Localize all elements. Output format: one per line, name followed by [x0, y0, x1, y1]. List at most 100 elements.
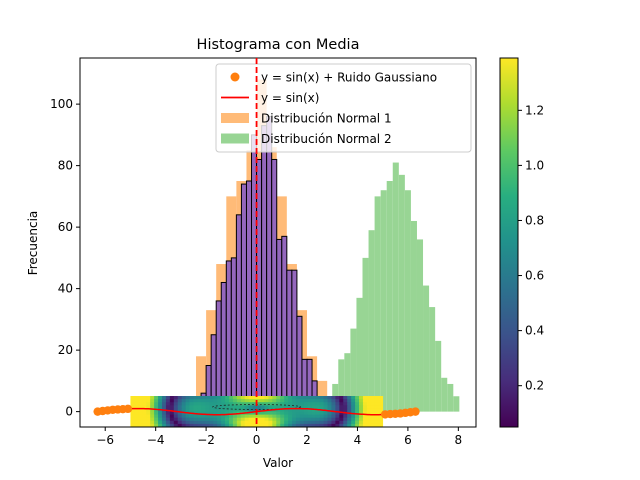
heatmap-cell: [359, 423, 364, 427]
heatmap-cell: [217, 405, 222, 409]
histogram-bar: [266, 115, 273, 413]
heatmap-cell: [303, 411, 309, 415]
heatmap-cell: [323, 417, 328, 422]
legend: y = sin(x) + Ruido Gaussiano y = sin(x) Di…: [215, 63, 472, 153]
heatmap-cell: [347, 417, 352, 422]
heatmap-cell: [248, 414, 254, 419]
heatmap-cell: [311, 408, 317, 412]
heatmap-cell: [154, 414, 159, 419]
heatmap-cell: [228, 414, 234, 419]
heatmap-cell: [134, 420, 139, 425]
heatmap-cell: [217, 420, 222, 425]
heatmap-cell: [339, 420, 344, 425]
y-axis: 0 20 40 60 80 100: [50, 97, 80, 419]
heatmap-cell: [335, 405, 340, 409]
heatmap-cell: [193, 423, 198, 427]
heatmap-cell: [355, 423, 360, 427]
heatmap-cell: [201, 417, 206, 422]
heatmap-cell: [213, 402, 218, 406]
heatmap-cell: [150, 408, 155, 412]
distribuci-n-normal-2-bar: [362, 257, 369, 412]
heatmap-cell: [158, 402, 163, 406]
heatmap-cell: [268, 402, 273, 406]
heatmap-cell: [169, 411, 175, 415]
y-tick-label: 40: [58, 282, 73, 296]
heatmap-cell: [201, 396, 206, 400]
heatmap-cell: [240, 402, 246, 406]
heatmap-cell: [288, 408, 293, 412]
distribuci-n-normal-2-bar: [447, 383, 454, 412]
heatmap-cell: [280, 399, 285, 403]
legend-label-y-sin-x: y = sin(x): [261, 91, 319, 105]
heatmap-cell: [351, 414, 356, 419]
heatmap-cell: [236, 402, 242, 406]
heatmap-cell: [355, 417, 360, 422]
heatmap-cell: [240, 414, 246, 419]
heatmap-cell: [343, 414, 348, 419]
heatmap-cell: [201, 411, 206, 415]
heatmap-cell: [347, 423, 352, 427]
heatmap-cell: [264, 396, 269, 400]
heatmap-cell: [209, 417, 214, 422]
heatmap-cell: [165, 417, 171, 422]
heatmap-cell: [351, 399, 356, 403]
heatmap-cell: [331, 420, 336, 425]
heatmap-cell: [221, 423, 226, 427]
heatmap-cell: [272, 423, 277, 427]
heatmap-cell: [217, 408, 222, 412]
heatmap-cell: [295, 417, 301, 422]
heatmap-cell: [327, 399, 332, 403]
heatmap-cell: [173, 399, 179, 403]
heatmap-cell: [280, 402, 285, 406]
legend-box: [215, 63, 472, 153]
heatmap-cell: [256, 411, 261, 415]
x-tick-label: −2: [197, 433, 215, 447]
heatmap-cell: [272, 417, 277, 422]
heatmap-cell: [221, 414, 226, 419]
heatmap-cell: [232, 402, 238, 406]
heatmap-cell: [311, 423, 317, 427]
heatmap-cell: [189, 402, 194, 406]
heatmap-cell: [378, 408, 384, 412]
heatmap-cell: [268, 396, 273, 400]
heatmap-cell: [181, 414, 187, 419]
heatmap-cell: [378, 405, 384, 409]
heatmap-cell: [260, 423, 265, 427]
heatmap-cell: [142, 423, 147, 427]
heatmap-cell: [292, 396, 297, 400]
heatmap-cell: [161, 417, 167, 422]
x-tick-label: 8: [455, 433, 463, 447]
heatmap-cell: [158, 411, 163, 415]
heatmap-cell: [299, 402, 305, 406]
y-axis-label: Frecuencia: [26, 211, 40, 276]
heatmap-cell: [284, 402, 289, 406]
heatmap-cell: [134, 402, 139, 406]
heatmap-cell: [272, 405, 277, 409]
heatmap-cell: [205, 414, 210, 419]
heatmap-cell: [311, 396, 317, 400]
heatmap-cell: [288, 402, 293, 406]
heatmap-cell: [276, 417, 281, 422]
heatmap-cell: [366, 414, 372, 419]
heatmap-cell: [225, 417, 230, 422]
heatmap-cell: [276, 423, 281, 427]
heatmap-cell: [193, 408, 198, 412]
heatmap-cell: [339, 417, 344, 422]
heatmap-cell: [268, 405, 273, 409]
heatmap-cell: [228, 408, 234, 412]
heatmap-cell: [138, 414, 143, 419]
heatmap-cell: [197, 399, 202, 403]
heatmap-cell: [295, 423, 301, 427]
heatmap-cell: [295, 405, 301, 409]
heatmap-cell: [362, 420, 368, 425]
heatmap-cell: [201, 408, 206, 412]
heatmap-cell: [205, 411, 210, 415]
heatmap-cell: [280, 414, 285, 419]
heatmap-cell: [197, 402, 202, 406]
heatmap-cell: [260, 402, 265, 406]
heatmap-cell: [323, 414, 328, 419]
heatmap-cell: [311, 417, 317, 422]
heatmap-cell: [366, 399, 372, 403]
heatmap-cell: [260, 414, 265, 419]
heatmap-cell: [240, 399, 246, 403]
